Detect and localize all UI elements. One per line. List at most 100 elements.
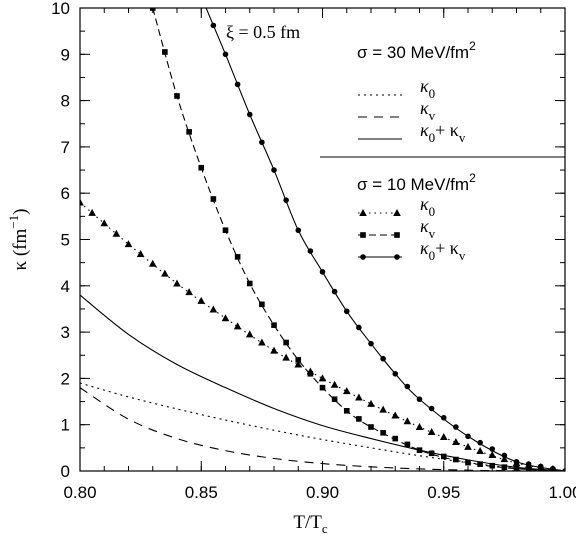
legend-item: κ0+ κv [358, 120, 466, 145]
y-axis-title-sup: −1 [6, 215, 21, 229]
triangle-marker [415, 423, 424, 431]
legend-title-sup: 2 [469, 171, 476, 185]
triangle-marker [197, 296, 206, 304]
circle-marker [234, 81, 241, 88]
circle-marker [394, 254, 400, 260]
circle-marker [271, 167, 277, 173]
y-axis-title-text: κ (fm [10, 228, 31, 270]
x-tick-label: 1.00 [548, 483, 576, 502]
axes: 0.80 0.85 0.90 0.95 1.00 0 1 2 3 4 5 6 7 8 9 10 [51, 0, 576, 502]
legend-item: κ0 [358, 194, 435, 219]
triangle-marker [367, 399, 375, 407]
legend-label-suffix-sub: v [459, 130, 466, 145]
square-marker [404, 441, 411, 448]
legend-label: κv [420, 216, 436, 241]
square-marker [453, 456, 459, 463]
legend-label-sub: 0 [429, 130, 436, 145]
square-marker [234, 254, 241, 260]
circle-marker [283, 197, 289, 203]
triangle-marker [330, 380, 339, 388]
triangle-marker [245, 330, 254, 338]
square-marker [271, 322, 277, 328]
square-marker [295, 357, 302, 363]
square-marker [465, 459, 471, 466]
y-axis-title-close: ) [10, 209, 31, 215]
series-2 [80, 294, 565, 471]
series-line [80, 387, 565, 471]
series-line [152, 8, 565, 471]
legend-item: κv [358, 98, 436, 123]
circle-marker [404, 383, 411, 390]
y-tick-label: 1 [61, 416, 70, 435]
legend-title-sup: 2 [469, 39, 476, 53]
circle-marker [222, 51, 229, 58]
legend-title-text: σ = 10 MeV/fm [357, 175, 469, 194]
triangle-marker [124, 240, 133, 248]
circle-marker [537, 463, 544, 470]
square-marker [331, 396, 338, 403]
circle-marker [360, 254, 366, 260]
square-marker [186, 129, 192, 135]
legend-label-symbol: κ [420, 76, 429, 96]
circle-marker [525, 461, 532, 467]
circle-marker [477, 439, 483, 446]
x-tick-label: 0.80 [63, 483, 96, 502]
triangle-marker [391, 411, 400, 419]
circle-marker [380, 355, 386, 362]
triangle-marker [100, 219, 109, 227]
square-marker [198, 164, 205, 171]
circle-marker [501, 452, 508, 459]
square-marker [392, 435, 399, 442]
legend-label-sub: v [429, 226, 436, 241]
circle-marker [416, 396, 423, 403]
circle-marker [343, 308, 350, 315]
square-marker [394, 232, 400, 238]
triangle-marker [233, 322, 242, 330]
circle-marker [295, 227, 302, 234]
triangle-marker [209, 305, 218, 313]
triangle-marker [452, 437, 460, 445]
triangle-marker [403, 417, 412, 425]
square-marker [501, 464, 508, 470]
circle-marker [246, 111, 253, 118]
square-marker [440, 453, 447, 460]
triangle-marker [112, 229, 121, 237]
x-tick-label: 0.90 [306, 483, 339, 502]
triangle-marker [185, 288, 193, 296]
circle-marker [368, 340, 374, 347]
circle-marker [440, 414, 447, 421]
y-tick-label: 2 [61, 369, 70, 388]
square-marker [416, 447, 423, 453]
legend-label-symbol: κ [420, 216, 429, 236]
legend-label-symbol: κ [420, 238, 429, 258]
labels: T/Tc κ (fm−1) ξ = 0.5 fm [6, 22, 328, 536]
triangle-marker [427, 427, 436, 435]
legend-label-symbol: κ [420, 194, 429, 214]
legend-label: κ0+ κv [420, 120, 466, 145]
circle-marker [513, 458, 520, 465]
circle-marker [453, 424, 459, 430]
triangle-marker [342, 387, 351, 395]
circle-marker [428, 405, 435, 412]
y-tick-label: 5 [61, 231, 70, 250]
x-tick-label: 0.95 [427, 483, 460, 502]
triangle-marker [318, 374, 327, 382]
triangle-marker [88, 208, 96, 216]
circle-marker [259, 139, 265, 146]
legend-group-1: σ = 10 MeV/fm2 [357, 171, 476, 194]
triangle-marker [282, 353, 290, 361]
square-marker [428, 450, 435, 457]
legend-label-symbol: κ [420, 98, 429, 118]
legend-label: κ0+ κv [420, 238, 466, 263]
circle-marker [331, 288, 338, 295]
circle-marker [562, 468, 565, 471]
legend-label-suffix: + κ [435, 238, 459, 258]
y-tick-label: 6 [61, 184, 70, 203]
triangle-marker [488, 451, 497, 459]
x-axis-title: T/Tc [293, 512, 328, 536]
square-marker [174, 93, 180, 99]
square-marker [380, 430, 386, 436]
series-3 [80, 198, 565, 471]
triangle-marker [464, 442, 472, 450]
